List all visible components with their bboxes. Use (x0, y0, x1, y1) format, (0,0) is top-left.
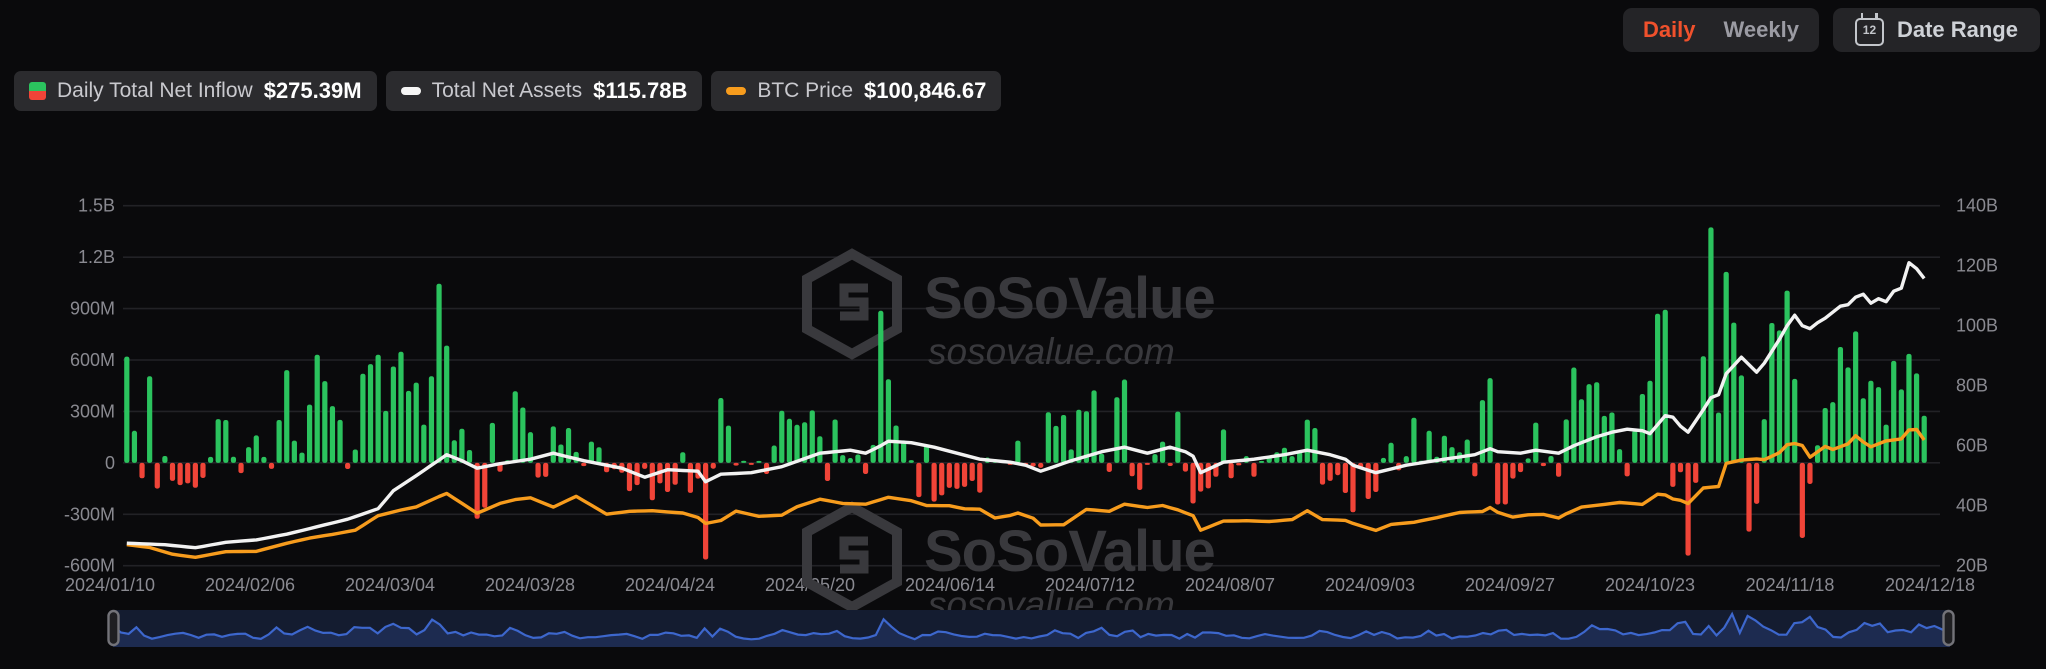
legend-label: BTC Price (757, 79, 854, 102)
date-range-label: Date Range (1896, 17, 2018, 42)
svg-text:100B: 100B (1956, 316, 1998, 336)
svg-text:2024/09/03: 2024/09/03 (1325, 575, 1415, 595)
inflow-bars (124, 227, 1927, 560)
axis-labels: 1.5B 1.2B 900M 600M 300M 0 -300M -600M 140B 120B 1… (64, 196, 1998, 576)
svg-text:2024/01/10: 2024/01/10 (65, 575, 155, 595)
btc-price-line (126, 427, 1926, 559)
svg-text:sosovalue.com: sosovalue.com (928, 331, 1175, 372)
legend-label: Total Net Assets (431, 79, 583, 102)
svg-text:80B: 80B (1956, 376, 1988, 396)
svg-text:60B: 60B (1956, 436, 1988, 456)
svg-text:120B: 120B (1956, 256, 1998, 276)
svg-text:900M: 900M (70, 299, 115, 319)
x-axis-labels: 2024/01/10 2024/02/06 2024/03/04 2024/03/28… (65, 575, 1975, 595)
svg-text:SoSoValue: SoSoValue (924, 519, 1215, 584)
svg-text:1.5B: 1.5B (78, 196, 115, 216)
frequency-toggle: Daily Weekly (1622, 8, 1819, 52)
toolbar: Daily Weekly 12 Date Range (1622, 8, 2040, 52)
legend-item-btc-price[interactable]: BTC Price $100,846.67 (711, 71, 1002, 111)
svg-text:2024/11/18: 2024/11/18 (1746, 575, 1835, 595)
svg-text:2024/03/04: 2024/03/04 (345, 575, 435, 595)
navigator[interactable] (107, 609, 1955, 647)
svg-text:2024/10/23: 2024/10/23 (1605, 575, 1695, 595)
navigator-handle-right[interactable] (1942, 609, 1955, 647)
svg-text:140B: 140B (1956, 196, 1998, 216)
navigator-handle-left[interactable] (107, 609, 120, 647)
assets-line (126, 261, 1926, 550)
legend-value: $115.78B (593, 78, 688, 103)
svg-text:40B: 40B (1956, 496, 1988, 516)
assets-dash-icon (400, 87, 421, 95)
svg-text:2024/12/18: 2024/12/18 (1885, 575, 1975, 595)
legend-value: $100,846.67 (864, 78, 987, 103)
btc-dash-icon (726, 87, 747, 95)
svg-text:2024/04/24: 2024/04/24 (625, 575, 715, 595)
legend: Daily Total Net Inflow $275.39M Total Ne… (14, 71, 1002, 111)
svg-text:20B: 20B (1956, 556, 1988, 576)
legend-item-net-assets[interactable]: Total Net Assets $115.78B (385, 71, 703, 111)
legend-label: Daily Total Net Inflow (57, 79, 253, 102)
svg-text:-600M: -600M (64, 556, 115, 576)
grid-lines (123, 204, 1940, 567)
svg-text:2024/07/12: 2024/07/12 (1045, 575, 1135, 595)
svg-text:600M: 600M (70, 350, 115, 370)
tab-daily[interactable]: Daily (1642, 17, 1696, 42)
tab-weekly[interactable]: Weekly (1723, 17, 1799, 42)
calendar-icon: 12 (1854, 12, 1884, 46)
svg-text:2024/03/28: 2024/03/28 (485, 575, 575, 595)
inflow-split-icon (29, 82, 46, 100)
svg-text:2024/06/14: 2024/06/14 (905, 575, 995, 595)
svg-text:-300M: -300M (64, 504, 115, 524)
legend-value: $275.39M (263, 78, 362, 103)
legend-item-net-inflow[interactable]: Daily Total Net Inflow $275.39M (14, 71, 377, 111)
svg-text:0: 0 (105, 453, 115, 473)
date-range-button[interactable]: 12 Date Range (1832, 8, 2040, 52)
svg-text:1.2B: 1.2B (78, 247, 115, 267)
svg-text:300M: 300M (70, 401, 115, 421)
svg-text:2024/08/07: 2024/08/07 (1185, 575, 1275, 595)
svg-text:2024/02/06: 2024/02/06 (205, 575, 295, 595)
svg-text:2024/09/27: 2024/09/27 (1465, 575, 1555, 595)
svg-text:SoSoValue: SoSoValue (924, 266, 1215, 331)
